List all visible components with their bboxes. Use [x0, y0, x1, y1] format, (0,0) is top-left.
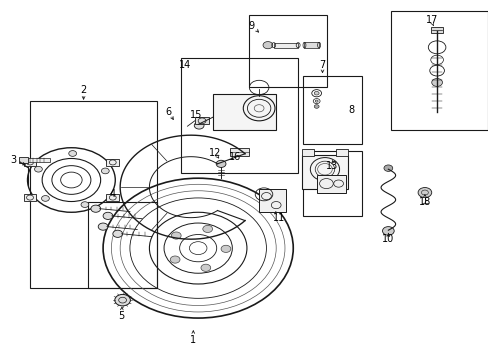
Text: 6: 6 [165, 107, 172, 117]
Circle shape [35, 166, 42, 172]
Circle shape [170, 256, 180, 263]
Circle shape [314, 91, 319, 95]
Text: 5: 5 [118, 311, 124, 320]
Circle shape [41, 195, 49, 201]
Bar [335, 149, 347, 156]
Text: 12: 12 [209, 148, 221, 158]
Circle shape [431, 78, 442, 86]
Bar [106, 194, 119, 201]
Circle shape [315, 100, 318, 102]
Bar [316, 175, 345, 193]
Circle shape [263, 41, 272, 49]
Circle shape [221, 245, 230, 252]
Circle shape [81, 202, 89, 207]
Text: 7: 7 [319, 60, 325, 70]
Bar [430, 27, 442, 33]
Text: 2: 2 [81, 85, 86, 95]
Text: 13: 13 [325, 161, 338, 171]
Text: 17: 17 [425, 15, 438, 26]
Circle shape [382, 226, 393, 235]
Bar [303, 151, 361, 216]
Text: 4: 4 [110, 189, 116, 199]
Circle shape [203, 225, 212, 233]
Text: 16: 16 [228, 152, 241, 162]
Bar [301, 149, 313, 156]
Bar [301, 155, 347, 189]
Text: 9: 9 [248, 21, 254, 31]
Circle shape [98, 223, 108, 230]
Text: 3: 3 [10, 155, 16, 165]
Bar [259, 189, 285, 212]
Circle shape [194, 122, 203, 129]
Bar [249, 15, 327, 87]
Text: 10: 10 [382, 234, 394, 244]
Circle shape [171, 232, 181, 239]
Circle shape [201, 264, 210, 271]
Text: 15: 15 [189, 111, 202, 121]
Circle shape [115, 294, 130, 306]
Circle shape [103, 212, 113, 220]
Circle shape [216, 160, 225, 167]
Bar [194, 117, 209, 125]
Bar [229, 148, 249, 156]
Text: 8: 8 [348, 105, 354, 115]
Bar [303, 76, 361, 144]
Bar [390, 12, 488, 130]
Circle shape [101, 168, 109, 174]
Text: 18: 18 [418, 197, 430, 207]
Text: 11: 11 [272, 213, 284, 222]
Bar [273, 42, 298, 48]
Bar [28, 158, 50, 162]
Bar [212, 94, 276, 130]
Bar [88, 202, 157, 288]
Circle shape [417, 188, 431, 198]
Text: 1: 1 [190, 335, 196, 345]
Circle shape [314, 105, 319, 108]
Circle shape [113, 230, 122, 237]
Circle shape [383, 165, 392, 171]
Bar [106, 159, 119, 166]
Bar [19, 157, 28, 163]
Bar [23, 194, 36, 201]
Circle shape [91, 205, 101, 212]
Bar [23, 159, 36, 166]
Bar [30, 101, 157, 288]
Bar [304, 42, 319, 48]
Bar [181, 58, 298, 173]
Circle shape [69, 150, 77, 156]
Text: 14: 14 [179, 60, 191, 70]
